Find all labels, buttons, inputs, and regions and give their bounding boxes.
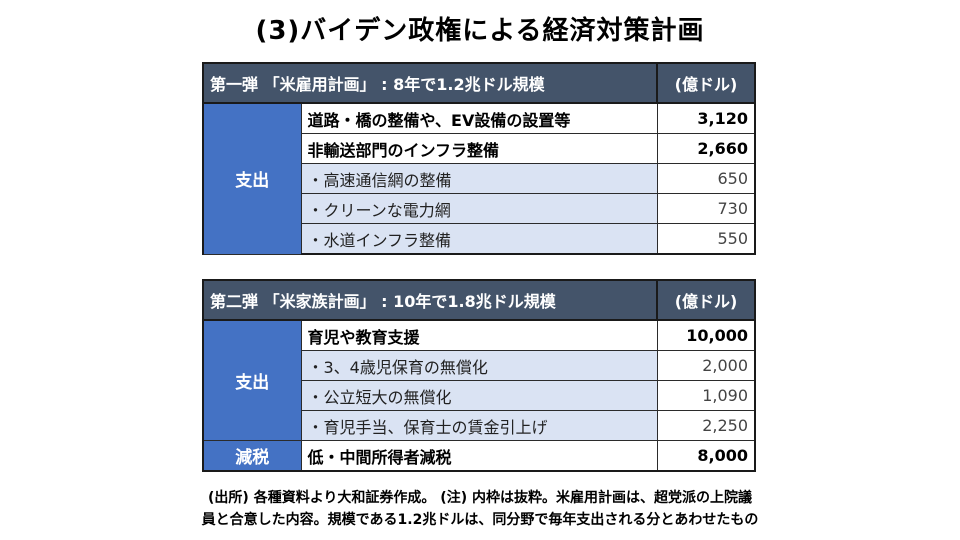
row-item: ・クリーンな電力網 [300, 193, 658, 224]
source-note-line: 員と合意した内容。規模である1.2兆ドルは、同分野で毎年支出される分とあわせたも… [201, 512, 759, 528]
row-value: 1,090 [656, 380, 757, 411]
family-plan-header: 第二弾 「米家族計画」 : 10年で1.8兆ドル規模 [201, 279, 659, 321]
row-value: 2,660 [656, 133, 756, 164]
row-value: 650 [656, 163, 756, 194]
employment-plan-unit: (億ドル) [656, 62, 756, 104]
tax-cut-value: 8,000 [656, 440, 757, 472]
row-value: 550 [656, 223, 756, 255]
spending-label: 支出 [202, 102, 302, 255]
table-row: ・公立短大の無償化 1,090 [203, 380, 757, 411]
family-plan-table: 第二弾 「米家族計画」 : 10年で1.8兆ドル規模 (億ドル) 支出 育児や教… [201, 279, 757, 472]
table-row: ・3、4歳児保育の無償化 2,000 [203, 350, 757, 381]
row-value: 2,000 [656, 350, 757, 381]
tax-cut-label: 減税 [202, 440, 302, 472]
table-row: ・水道インフラ整備 550 [203, 223, 756, 255]
row-item: 育児や教育支援 [300, 319, 658, 351]
family-plan-header-row: 第二弾 「米家族計画」 : 10年で1.8兆ドル規模 (億ドル) [201, 279, 757, 321]
table-row: ・クリーンな電力網 730 [203, 193, 756, 224]
tax-cut-row: 減税 低・中間所得者減税 8,000 [202, 440, 757, 472]
row-item: ・育児手当、保育士の賃金引上げ [300, 410, 658, 441]
employment-plan-table: 第一弾 「米雇用計画」 : 8年で1.2兆ドル規模 (億ドル) 支出 道路・橋の… [202, 62, 756, 255]
row-item: 非輸送部門のインフラ整備 [300, 133, 658, 164]
spending-label: 支出 [202, 319, 302, 441]
tax-cut-item: 低・中間所得者減税 [300, 440, 658, 472]
row-value: 2,250 [656, 410, 757, 441]
page-title: (3)バイデン政権による経済対策計画 [255, 16, 705, 46]
row-item: ・高速通信網の整備 [300, 163, 658, 194]
source-note: (出所) 各種資料より大和証券作成。 (注) 内枠は抜粋。米雇用計画は、超党派の… [80, 487, 880, 531]
employment-plan-header-row: 第一弾 「米雇用計画」 : 8年で1.2兆ドル規模 (億ドル) [202, 62, 756, 104]
row-item: 道路・橋の整備や、EV設備の設置等 [300, 102, 658, 134]
table-row: 支出 育児や教育支援 10,000 [202, 319, 757, 441]
source-note-line: (出所) 各種資料より大和証券作成。 (注) 内枠は抜粋。米雇用計画は、超党派の… [208, 490, 752, 506]
row-value: 3,120 [656, 102, 756, 134]
row-value: 730 [656, 193, 756, 224]
row-value: 10,000 [656, 319, 757, 351]
row-item: ・公立短大の無償化 [300, 380, 658, 411]
family-plan-unit: (億ドル) [656, 279, 757, 321]
table-row: 非輸送部門のインフラ整備 2,660 [203, 133, 756, 164]
employment-plan-header: 第一弾 「米雇用計画」 : 8年で1.2兆ドル規模 [202, 62, 658, 104]
row-item: ・水道インフラ整備 [300, 223, 658, 255]
table-row: ・育児手当、保育士の賃金引上げ 2,250 [203, 410, 757, 441]
row-item: ・3、4歳児保育の無償化 [300, 350, 658, 381]
table-row: 支出 道路・橋の整備や、EV設備の設置等 3,120 [202, 102, 756, 255]
